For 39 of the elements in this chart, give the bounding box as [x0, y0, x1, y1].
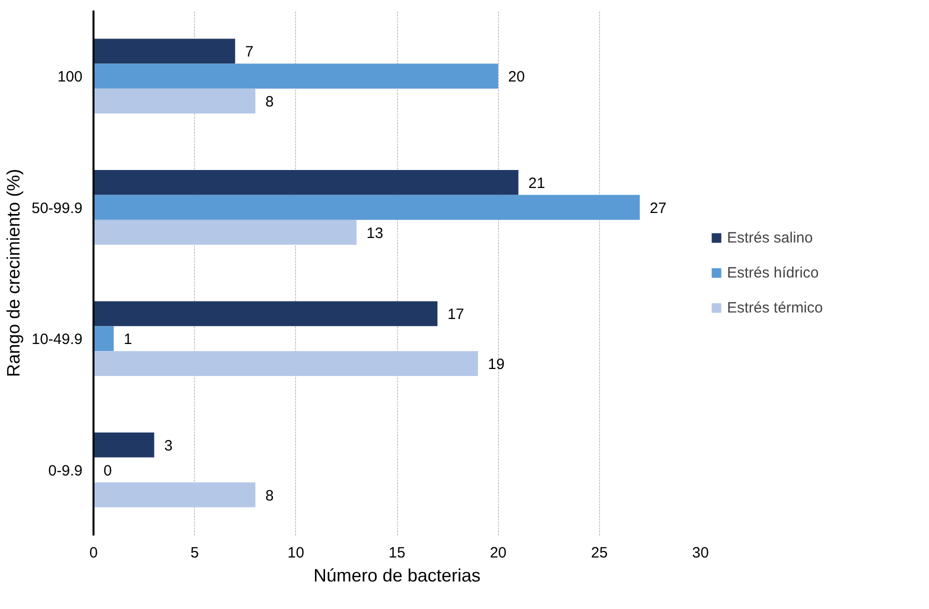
- bar: [94, 194, 640, 220]
- x-tick-label: 0: [89, 544, 98, 562]
- legend-label: Estrés hídrico: [727, 264, 819, 281]
- data-label: 8: [265, 487, 274, 504]
- x-tick-label: 5: [190, 544, 199, 562]
- x-tick-label: 30: [692, 544, 709, 562]
- data-label: 21: [528, 174, 546, 192]
- x-tick-label: 10: [287, 544, 304, 562]
- data-label: 20: [508, 68, 525, 86]
- y-tick-label: 10-49.9: [32, 331, 82, 348]
- data-label: 1: [124, 331, 132, 348]
- data-label: 8: [265, 94, 274, 111]
- x-tick-label: 15: [388, 544, 406, 562]
- data-label: 0: [104, 462, 112, 480]
- bar: [94, 301, 438, 326]
- bar: [94, 432, 154, 458]
- data-label: 19: [488, 356, 505, 374]
- legend-label: Estrés salino: [727, 229, 813, 246]
- data-label: 13: [366, 224, 384, 242]
- data-label: 7: [245, 44, 254, 61]
- y-tick-label: 50-99.9: [32, 200, 82, 217]
- bar: [94, 38, 236, 64]
- bar: [94, 64, 498, 89]
- data-label: 27: [650, 200, 666, 217]
- legend-label: Estrés térmico: [727, 299, 823, 316]
- bar: [94, 326, 114, 352]
- data-label: 17: [447, 306, 464, 324]
- bar: [94, 88, 256, 114]
- bar: [94, 220, 357, 245]
- data-label: 3: [164, 437, 173, 454]
- bar: [94, 482, 256, 508]
- x-axis-title: Número de bacterias: [313, 566, 481, 586]
- y-axis-title: Rango de crecimiento (%): [4, 168, 24, 378]
- x-tick-label: 20: [490, 544, 507, 562]
- y-tick-label: 0-9.9: [48, 462, 83, 480]
- bar: [94, 170, 518, 195]
- x-tick-label: 25: [590, 544, 608, 562]
- y-tick-label: 100: [57, 68, 83, 86]
- bar: [94, 351, 478, 376]
